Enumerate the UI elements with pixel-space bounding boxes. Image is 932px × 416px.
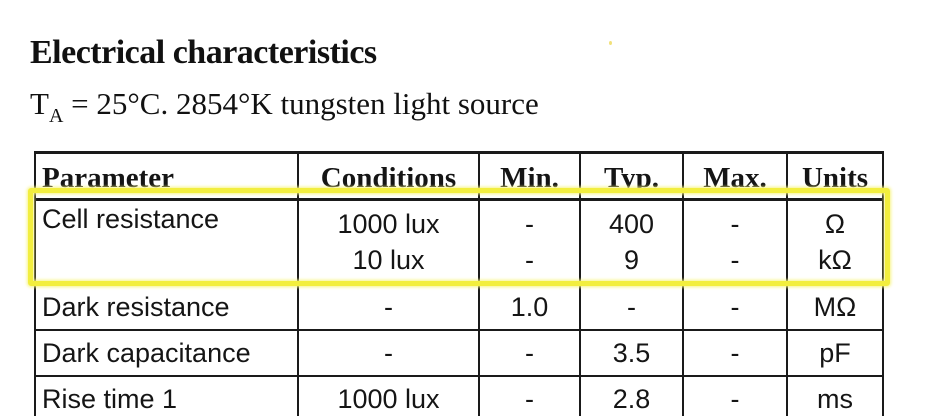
cell-units: ms (786, 376, 884, 416)
cell-max: -- (682, 199, 788, 285)
stray-mark (609, 41, 612, 45)
cell-parameter: Dark resistance (34, 284, 299, 331)
cell-typ: - (579, 284, 684, 331)
header-min: Min. (478, 151, 581, 201)
cell-typ: 2.8 (579, 376, 684, 416)
cell-parameter: Rise time 1 (34, 376, 299, 416)
electrical-characteristics-table: Parameter Conditions Min. Typ. Max. Unit… (34, 151, 884, 416)
section-heading: Electrical characteristics (30, 34, 377, 71)
test-conditions: TA = 25°C. 2854°K tungsten light source (30, 86, 539, 128)
table-row: Dark capacitance - - 3.5 - pF (34, 330, 884, 377)
table-row: Dark resistance - 1.0 - - MΩ (34, 284, 884, 331)
cell-min: - (478, 376, 581, 416)
table-header-row: Parameter Conditions Min. Typ. Max. Unit… (34, 151, 884, 201)
cell-conditions: 1000 lux (297, 376, 480, 416)
cell-parameter: Cell resistance (34, 199, 299, 285)
cell-typ: 400 9 (579, 199, 684, 285)
cell-parameter: Dark capacitance (34, 330, 299, 377)
cell-conditions: 1000 lux 10 lux (297, 199, 480, 285)
header-max: Max. (682, 151, 788, 201)
cell-typ: 3.5 (579, 330, 684, 377)
cell-units: MΩ (786, 284, 884, 331)
temperature-symbol: T (30, 86, 49, 121)
cell-max: - (682, 330, 788, 377)
table-row: Rise time 1 1000 lux - 2.8 - ms (34, 376, 884, 416)
cell-min: 1.0 (478, 284, 581, 331)
header-conditions: Conditions (297, 151, 480, 201)
header-typ: Typ. (579, 151, 684, 201)
cell-conditions: - (297, 284, 480, 331)
cell-max: - (682, 376, 788, 416)
cell-units: pF (786, 330, 884, 377)
cell-min: - (478, 330, 581, 377)
cell-min: -- (478, 199, 581, 285)
table-row: Cell resistance 1000 lux 10 lux -- 400 9 -… (34, 199, 884, 285)
test-conditions-text: = 25°C. 2854°K tungsten light source (63, 86, 539, 121)
header-parameter: Parameter (34, 151, 299, 201)
header-units: Units (786, 151, 884, 201)
cell-max: - (682, 284, 788, 331)
cell-conditions: - (297, 330, 480, 377)
temperature-subscript: A (48, 105, 64, 127)
